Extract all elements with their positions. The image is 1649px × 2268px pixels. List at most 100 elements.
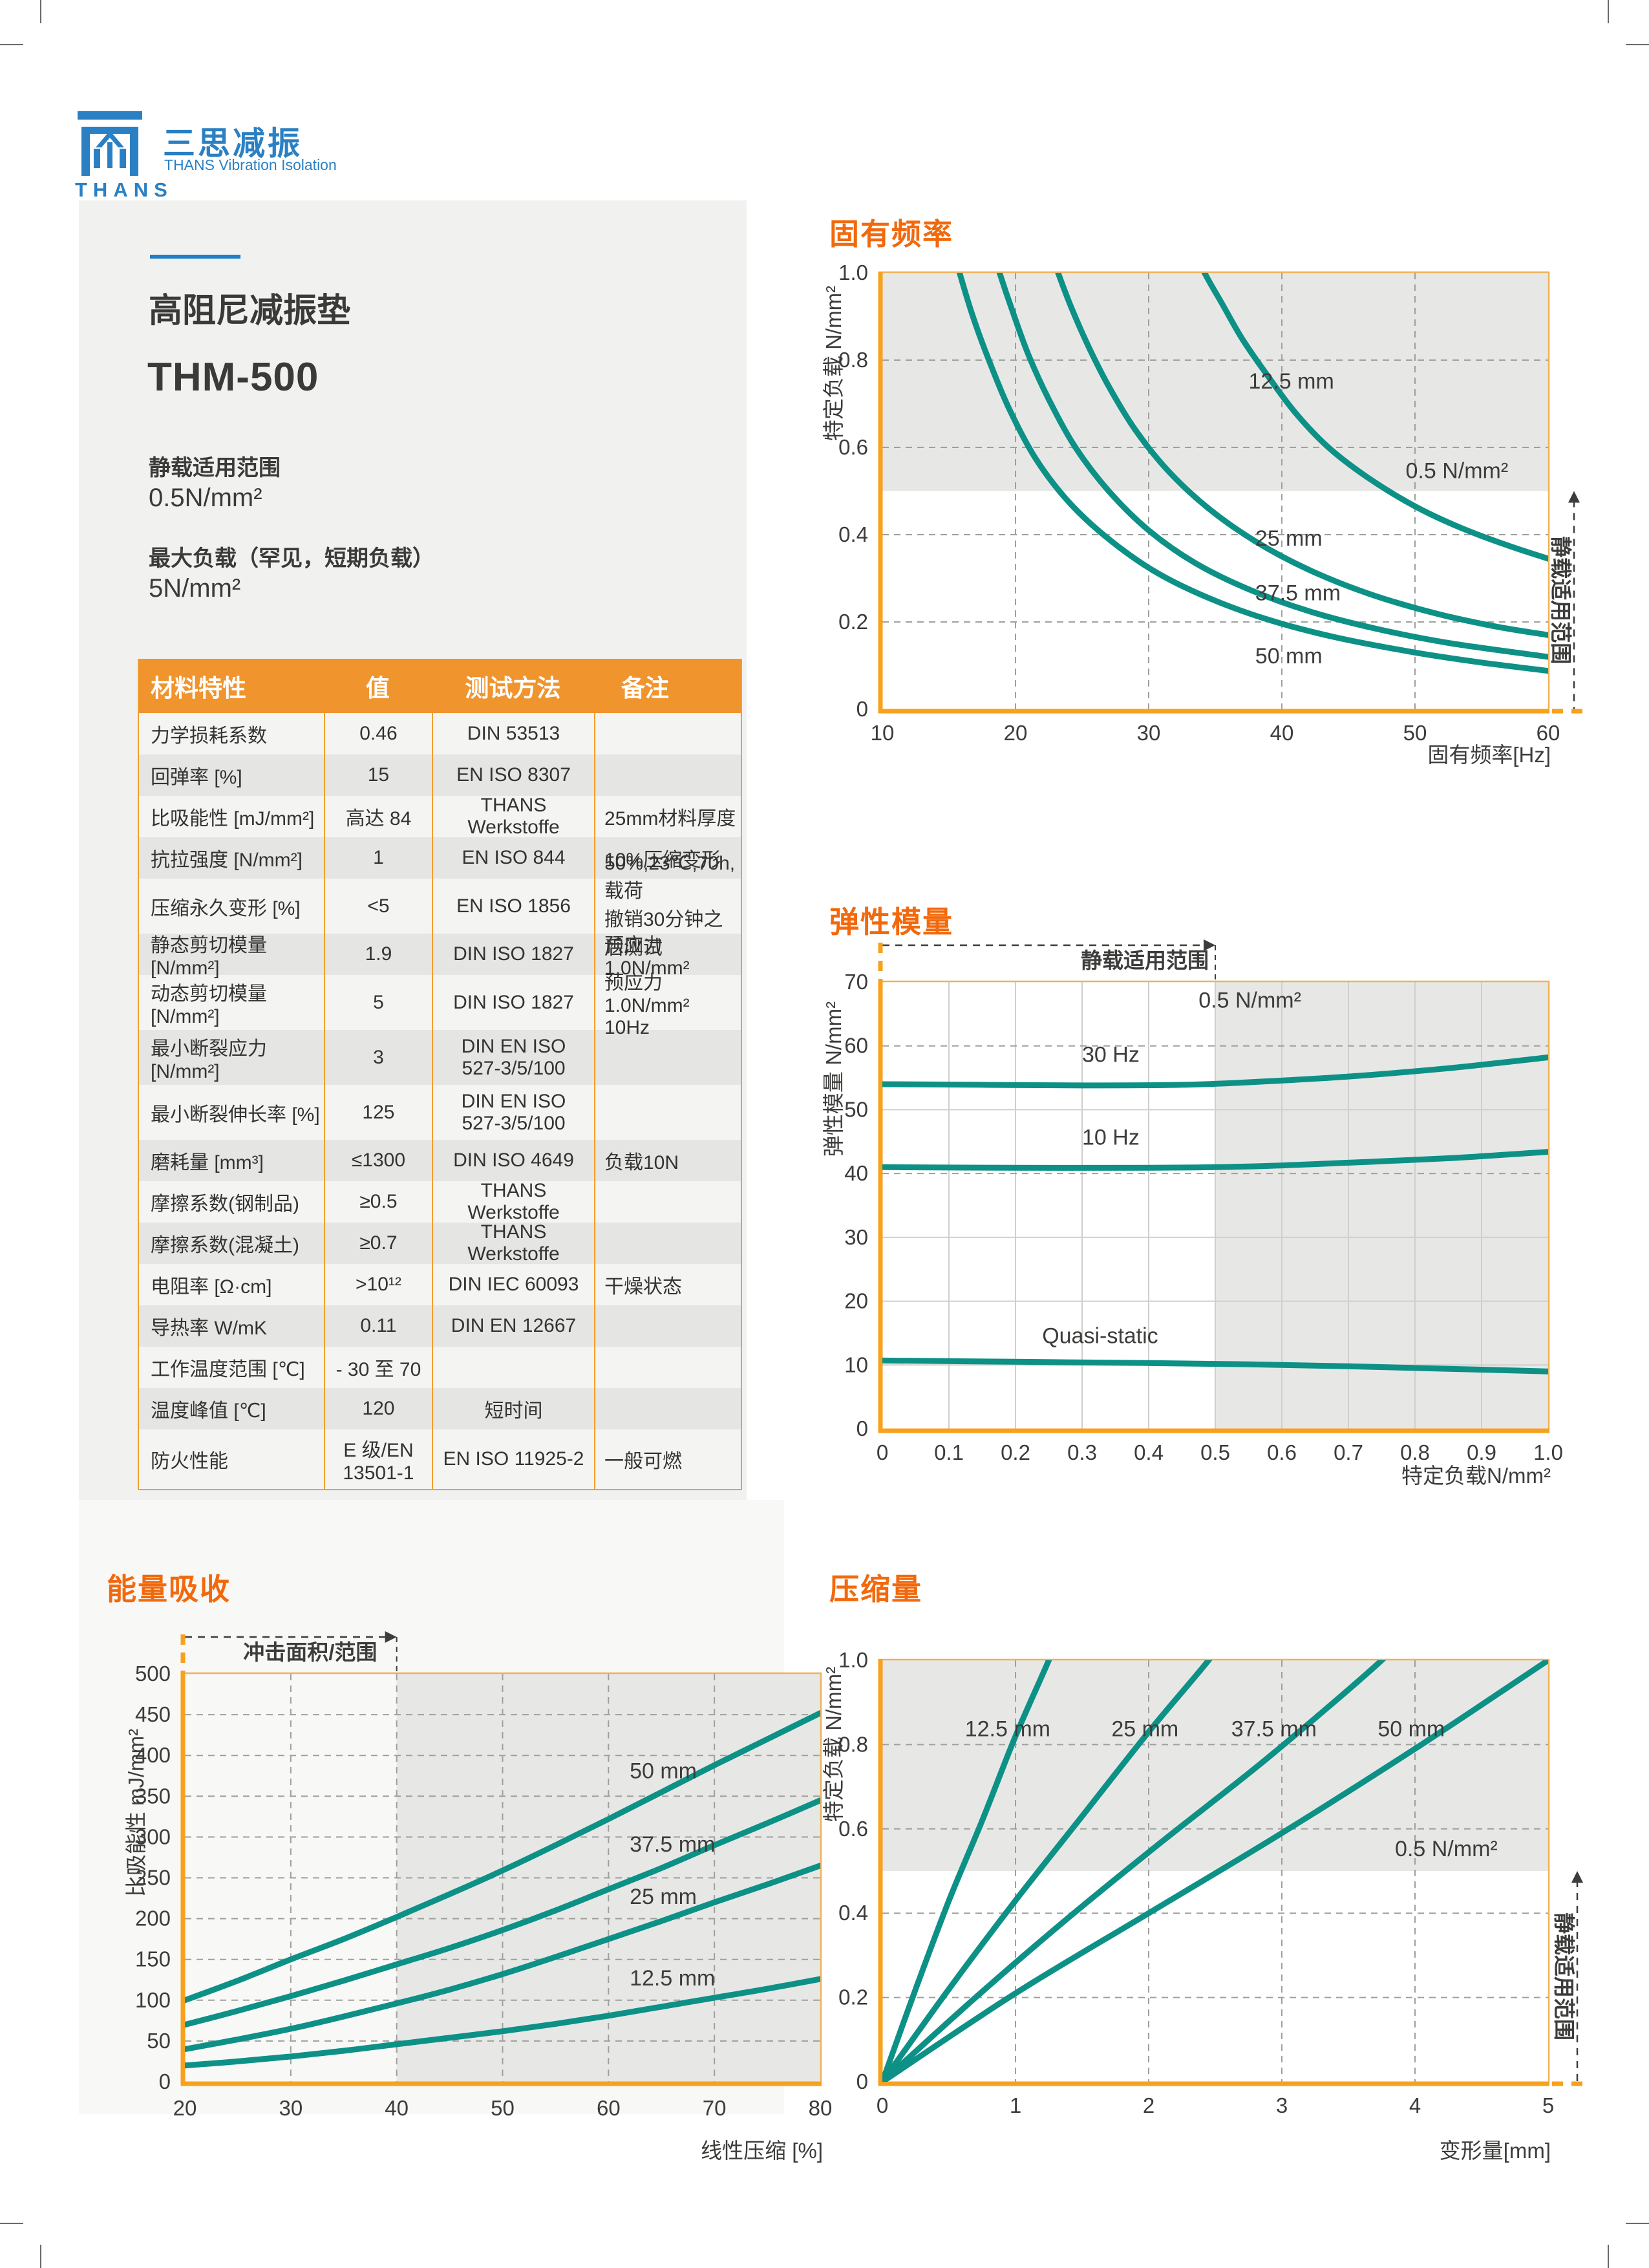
- curve-25mm: [882, 1660, 1213, 2082]
- chart-text: 0.5: [1200, 1440, 1230, 1464]
- chart-3: 12.5 mm 25 mm 37.5 mm 50 mm 0.5 N/mm² 0 1 2 3 4 5 0…: [822, 1648, 1586, 2163]
- property-name-cell: 动态剪切模量 [N/mm²]: [151, 983, 267, 1027]
- column-header: 测试方法: [465, 675, 561, 701]
- chart-text: 0: [856, 2070, 868, 2093]
- brand-word: THANS: [75, 178, 173, 201]
- chart-text: 40: [385, 2096, 409, 2120]
- note-cell: 干燥状态: [593, 1264, 741, 1305]
- chart-text: 25 mm: [630, 1885, 697, 1909]
- chart-text: 0.6: [838, 435, 868, 459]
- chart-text: 400: [135, 1743, 171, 1767]
- chart-text: 37.5 mm: [1255, 581, 1341, 605]
- chart-text: 20: [173, 2096, 197, 2120]
- chart-text: 30: [844, 1225, 868, 1249]
- max-load-value: 5N/mm²: [149, 574, 241, 603]
- chart-text: 1: [1010, 2093, 1021, 2117]
- property-name-cell: 抗拉强度 [N/mm²]: [151, 850, 303, 871]
- curve-10Hz: [882, 1149, 1548, 1171]
- brand-name-cn: 三思减振: [163, 125, 303, 162]
- note-cell: [593, 754, 741, 796]
- chart-text: 50: [147, 2029, 171, 2053]
- material-properties-table: 材料特性值测试方法 备注 力学损耗系数 0.46 DIN 53513 回弹率 [%] 15 E…: [138, 659, 742, 1490]
- chart-text: 0.8: [1400, 1440, 1430, 1464]
- brand-name-en: THANS Vibration Isolation: [164, 156, 337, 173]
- crop-mark: [40, 0, 41, 23]
- curve-30Hz: [882, 1054, 1548, 1089]
- note-cell: [593, 1030, 741, 1085]
- table-row: 最小断裂应力 [N/mm²] 3 DIN EN ISO 527-3/5/100: [139, 1030, 741, 1085]
- product-category: 高阻尼减振垫: [149, 292, 351, 330]
- curve-25mm: [1055, 273, 1548, 638]
- note-cell: [593, 1181, 741, 1223]
- value-cell: 125: [323, 1085, 432, 1140]
- test-method-cell: EN ISO 11925-2: [432, 1429, 594, 1489]
- chart-title-natural-frequency: 固有频率: [829, 217, 953, 251]
- chart-text: 60: [844, 1034, 868, 1058]
- curve-50mm: [956, 273, 1548, 674]
- chart-text: 37.5 mm: [630, 1832, 715, 1857]
- curve-50mm: [185, 1710, 820, 2004]
- chart-text: 70: [844, 970, 868, 994]
- chart-text: 1.0: [838, 1648, 868, 1672]
- property-name-cell: 摩擦系数(钢制品): [151, 1193, 299, 1215]
- chart-text: 比吸能性 mJ/mm²: [124, 1729, 148, 1897]
- value-cell: >10¹²: [323, 1264, 432, 1305]
- crop-mark: [0, 44, 23, 45]
- test-method-cell: THANS Werkstoffe: [432, 1221, 594, 1265]
- chart-text: 4: [1409, 2093, 1421, 2117]
- chart-text: 冲击面积/范围: [243, 1640, 377, 1664]
- chart-1: 30 Hz 10 Hz Quasi-static 0.5 N/mm² 0 0.1 0.2 0.…: [822, 939, 1563, 1488]
- chart-text: 10 Hz: [1082, 1126, 1140, 1150]
- chart-text: 10: [871, 721, 895, 745]
- property-name-cell: 摩擦系数(混凝土): [151, 1235, 299, 1256]
- table-row: 温度峰值 [℃] 120 短时间: [139, 1388, 741, 1429]
- column-header: 备注: [621, 675, 669, 701]
- chart-text: 0.5 N/mm²: [1198, 988, 1301, 1012]
- chart-text: 特定负载 N/mm²: [822, 286, 846, 441]
- chart-text: 0.8: [838, 1732, 868, 1756]
- test-method-cell: THANS Werkstoffe: [432, 795, 594, 838]
- chart-text: 0.2: [838, 610, 868, 634]
- chart-text: 0.9: [1467, 1440, 1496, 1464]
- column-header: 值: [365, 675, 390, 701]
- value-cell: - 30 至 70: [323, 1347, 432, 1388]
- chart-text: 25 mm: [1111, 1717, 1178, 1741]
- chart-text: 350: [135, 1784, 171, 1808]
- note-cell: [593, 1388, 741, 1429]
- static-load-value: 0.5N/mm²: [149, 484, 262, 512]
- note-cell: 25mm材料厚度: [593, 796, 741, 837]
- property-name-cell: 回弹率 [%]: [151, 767, 242, 788]
- test-method-cell: DIN EN 12667: [432, 1305, 594, 1347]
- table-row: 动态剪切模量 [N/mm²] 5 DIN ISO 1827 预应力1.0N/mm² 1…: [139, 972, 741, 1038]
- note-cell: [593, 1305, 741, 1347]
- chart-text: 3: [1276, 2093, 1288, 2117]
- crop-mark: [1626, 44, 1649, 45]
- value-cell: ≥0.5: [323, 1181, 432, 1223]
- max-load-label: 最大负载（罕见，短期负载）: [149, 546, 434, 571]
- property-name-cell: 力学损耗系数: [151, 725, 267, 747]
- chart-text: 80: [809, 2096, 833, 2120]
- note-cell: [593, 1347, 741, 1388]
- chart-2: 50 mm 37.5 mm 25 mm 12.5 mm 20 30 40 50 60 70 80 0 5…: [124, 1631, 832, 2163]
- shaded-region: [882, 273, 1548, 491]
- property-name-cell: 比吸能性 [mJ/mm²]: [151, 808, 315, 829]
- chart-title-energy-absorption: 能量吸收: [107, 1572, 231, 1606]
- chart-text: 200: [135, 1907, 171, 1931]
- chart-text: 0.2: [1001, 1440, 1030, 1464]
- chart-text: 10: [844, 1353, 868, 1376]
- chart-text: 0.7: [1334, 1440, 1363, 1464]
- chart-text: 特定负载N/mm²: [1401, 1464, 1551, 1488]
- chart-0: 12.5 mm 25 mm 37.5 mm 50 mm 0.5 N/mm² 10 20 30 4…: [822, 261, 1583, 767]
- property-name-cell: 电阻率 [Ω·cm]: [151, 1276, 272, 1298]
- chart-text: 静载适用范围: [1081, 948, 1209, 972]
- curve-12.5mm: [1201, 273, 1548, 562]
- chart-text: 12.5 mm: [965, 1717, 1050, 1741]
- crop-mark: [40, 2245, 41, 2268]
- table-row: 防火性能 E 级/EN 13501-1 EN ISO 11925-2 一般可燃: [139, 1429, 741, 1489]
- test-method-cell: 短时间: [432, 1388, 594, 1429]
- table-row: 摩擦系数(钢制品) ≥0.5 THANS Werkstoffe: [139, 1180, 741, 1223]
- table-row: 最小断裂伸长率 [%] 125 DIN EN ISO 527-3/5/100: [139, 1085, 741, 1140]
- chart-text: 50 mm: [630, 1759, 697, 1784]
- table-row: 静态剪切模量 [N/mm²] 1.9 DIN ISO 1827 预应力1.0N/mm²: [139, 934, 741, 979]
- note-cell: [593, 713, 741, 754]
